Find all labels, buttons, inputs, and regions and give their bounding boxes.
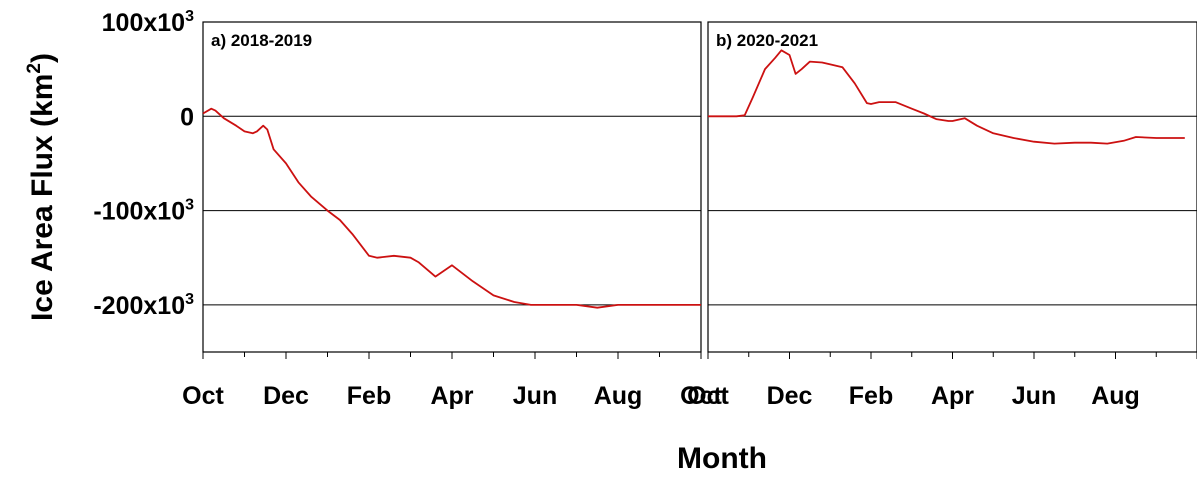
x-tick-label: Oct — [182, 382, 224, 410]
plot-frame — [202, 21, 702, 353]
series-line — [708, 49, 1185, 145]
x-tick-label: Jun — [513, 382, 557, 410]
x-tick-label: Aug — [1091, 382, 1140, 410]
y-axis-title-text: Ice Area Flux (km — [26, 74, 59, 321]
x-tick-label: Feb — [849, 382, 893, 410]
y-tick-label: -100x103 — [93, 197, 194, 226]
x-tick-label: Dec — [263, 382, 309, 410]
x-tick-label: Feb — [347, 382, 391, 410]
x-tick-label: Apr — [430, 382, 473, 410]
y-tick-label: -200x103 — [93, 291, 194, 320]
panel-b: Oct Dec Feb Apr Jun Aug b) 2020-2021 — [687, 21, 1197, 410]
series-line — [202, 107, 701, 309]
x-tick-label: Jun — [1012, 382, 1056, 410]
x-tick-label: Oct — [687, 382, 729, 410]
plot-frame — [707, 21, 1197, 353]
x-tick-label: Aug — [594, 382, 643, 410]
y-tick-label: 0 — [180, 103, 194, 131]
x-axis-title: Month — [677, 442, 767, 475]
y-axis-title-superscript: 2 — [24, 63, 45, 74]
x-tick-label: Apr — [931, 382, 974, 410]
y-axis-title-close: ) — [26, 53, 59, 63]
panel-a: Oct Dec Feb Apr Jun Aug Oct a) 2018-2019 — [182, 21, 723, 410]
x-tick-label: Dec — [767, 382, 813, 410]
panel-label: a) 2018-2019 — [211, 31, 312, 50]
y-tick-label: 100x103 — [102, 8, 194, 37]
panel-label: b) 2020-2021 — [716, 31, 818, 50]
y-axis-title: Ice Area Flux (km2) — [24, 53, 59, 321]
x-tick-label: Oct — [680, 382, 722, 410]
